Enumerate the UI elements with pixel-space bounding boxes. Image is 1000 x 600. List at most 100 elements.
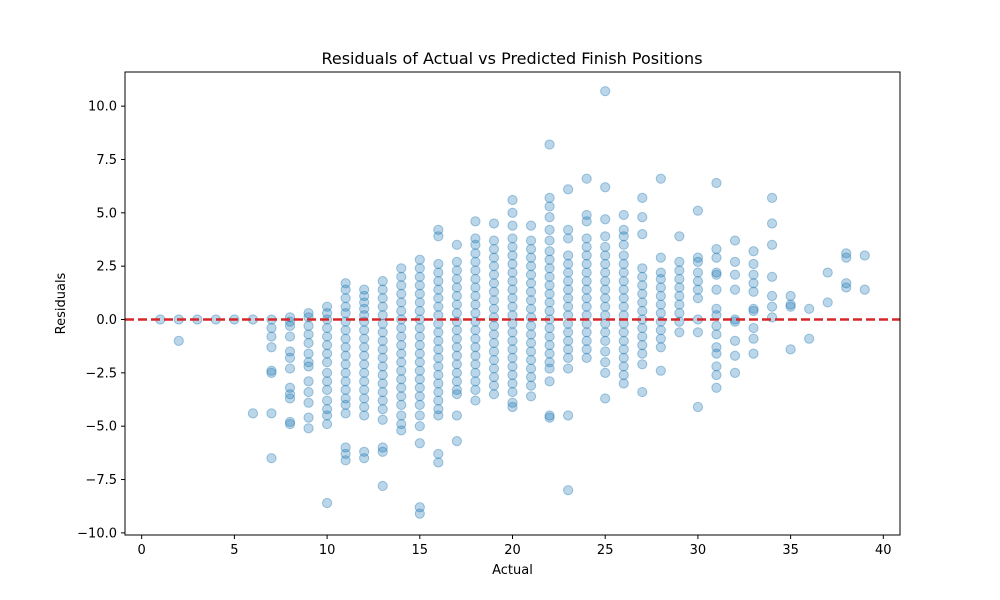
data-point: [544, 235, 555, 246]
data-point: [581, 209, 592, 221]
data-point: [284, 418, 296, 430]
data-point: [655, 267, 666, 278]
x-tick-label: 15: [412, 543, 429, 558]
data-point: [841, 282, 852, 293]
data-point: [414, 357, 425, 368]
data-point: [451, 367, 462, 378]
data-point: [525, 269, 537, 280]
data-point: [766, 290, 778, 302]
data-point: [711, 267, 722, 278]
data-point: [488, 389, 500, 400]
data-point: [488, 354, 500, 366]
data-point: [266, 331, 277, 342]
data-point: [488, 320, 500, 331]
data-point: [563, 485, 574, 496]
data-point: [284, 331, 296, 342]
data-point: [303, 329, 314, 340]
data-point: [303, 397, 314, 408]
data-point: [377, 335, 388, 346]
data-point: [525, 372, 537, 383]
data-point: [377, 344, 388, 355]
data-point: [841, 248, 852, 259]
data-point: [470, 308, 481, 319]
data-point: [525, 235, 537, 246]
data-point: [414, 438, 425, 449]
data-point: [544, 271, 555, 282]
data-point: [396, 263, 407, 274]
data-point: [433, 404, 444, 415]
data-point: [396, 399, 407, 410]
data-point: [303, 308, 314, 319]
data-point: [377, 404, 388, 415]
data-point: [618, 293, 629, 304]
data-point: [266, 322, 277, 334]
data-point: [525, 320, 537, 331]
data-point: [340, 399, 351, 410]
data-point: [377, 442, 388, 453]
data-point: [544, 201, 555, 212]
data-point: [600, 250, 611, 261]
data-point: [433, 448, 444, 460]
data-point: [470, 290, 481, 302]
data-point: [414, 365, 425, 376]
data-point: [414, 263, 425, 274]
data-point: [581, 241, 592, 253]
data-point: [507, 352, 518, 364]
data-point: [581, 276, 592, 287]
x-tick-label: 35: [782, 543, 799, 558]
data-point: [544, 376, 555, 387]
data-point: [396, 425, 407, 436]
data-point: [600, 284, 611, 295]
data-point: [284, 346, 296, 357]
data-point: [729, 269, 741, 280]
data-point: [674, 231, 685, 242]
x-axis-label: Actual: [492, 563, 533, 578]
data-point: [637, 192, 648, 203]
x-tick-label: 10: [319, 543, 336, 558]
data-point: [359, 290, 370, 302]
data-point: [507, 369, 518, 381]
data-point: [396, 374, 407, 385]
data-point: [637, 322, 648, 334]
data-point: [525, 391, 537, 402]
data-point: [451, 290, 462, 302]
data-point: [284, 393, 296, 404]
data-point: [507, 378, 518, 389]
data-point: [470, 325, 481, 336]
data-point: [544, 410, 555, 421]
data-point: [563, 233, 574, 244]
data-point: [600, 182, 611, 193]
data-point: [729, 350, 741, 361]
data-point: [340, 284, 351, 295]
data-point: [544, 363, 555, 374]
data-point: [451, 239, 462, 250]
data-point: [321, 384, 333, 396]
data-point: [525, 363, 537, 374]
data-point: [822, 297, 833, 308]
data-point: [748, 246, 759, 257]
data-point: [433, 378, 444, 389]
data-point: [748, 303, 759, 314]
data-point: [525, 295, 537, 306]
data-point: [470, 342, 481, 353]
data-point: [414, 421, 425, 432]
data-point: [674, 308, 685, 319]
plot-area: [125, 86, 900, 519]
data-point: [470, 248, 481, 259]
data-point: [637, 386, 648, 398]
data-point: [359, 393, 370, 404]
data-point: [451, 265, 462, 276]
data-point: [321, 331, 333, 342]
data-point: [600, 367, 611, 378]
data-point: [303, 423, 314, 434]
data-point: [637, 211, 648, 223]
x-tick-label: 25: [597, 543, 614, 558]
data-point: [563, 258, 574, 270]
data-point: [525, 252, 537, 263]
data-point: [600, 310, 611, 321]
data-point: [711, 269, 722, 280]
data-point: [414, 502, 425, 513]
data-point: [488, 286, 500, 297]
data-point: [377, 361, 388, 372]
data-point: [451, 410, 462, 421]
